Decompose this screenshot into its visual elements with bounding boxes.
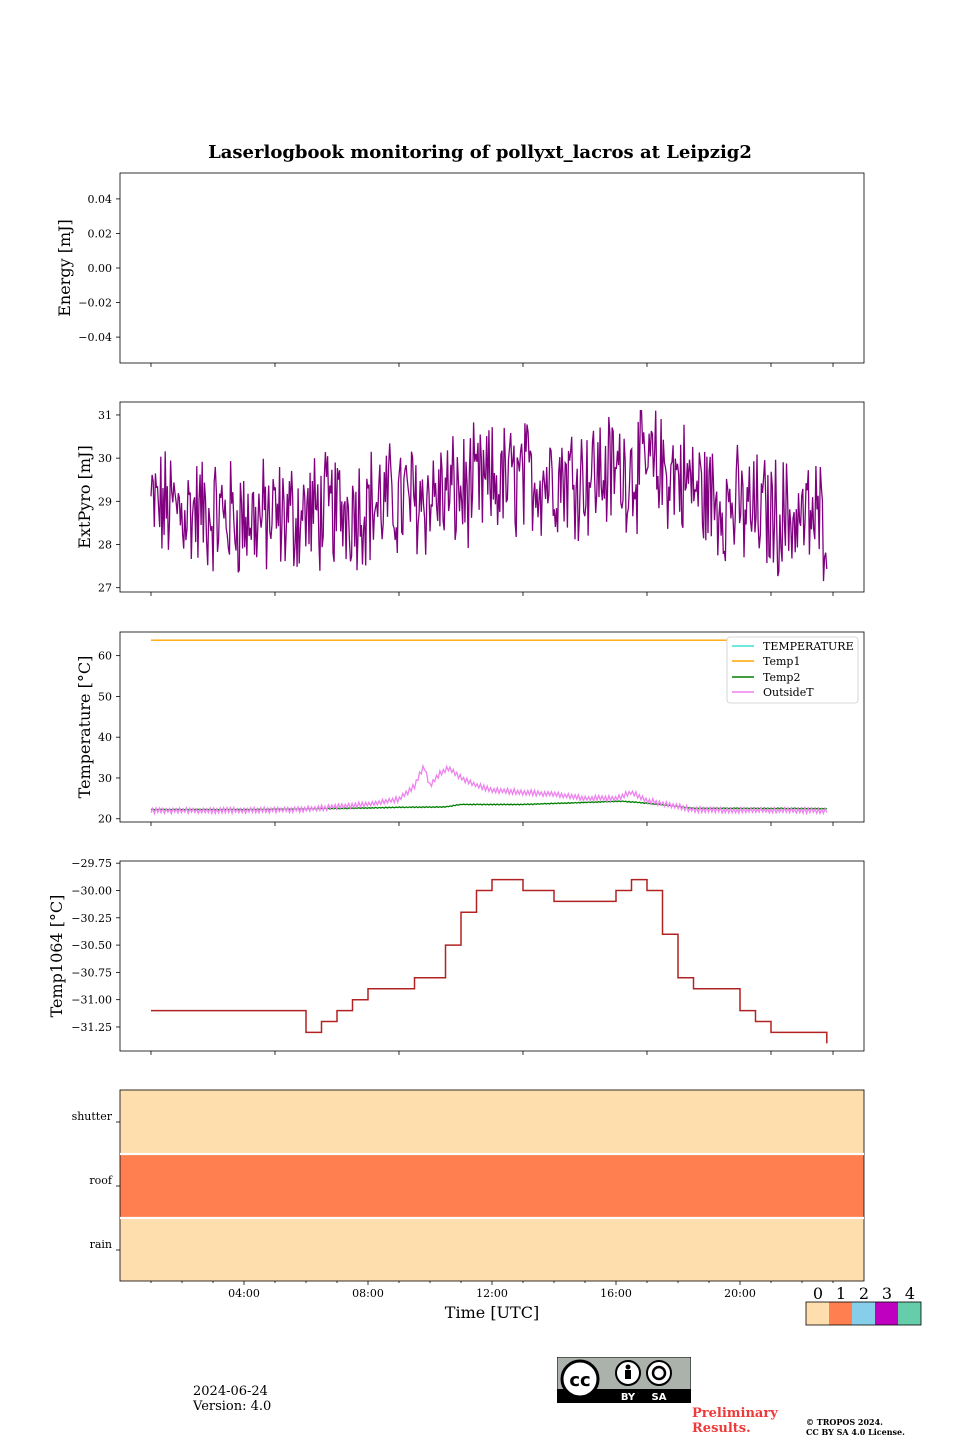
y-tick-label: −31.25 <box>71 1021 112 1034</box>
y-tick-label: 60 <box>98 650 112 663</box>
temperature-y-label: Temperature [°C] <box>75 656 94 799</box>
y-tick-label: 28 <box>98 539 112 552</box>
colorbar-swatch-4 <box>898 1302 921 1325</box>
extpyro-y-label: ExtPyro [mJ] <box>75 445 94 548</box>
temperature-legend: TEMPERATURE Temp1 Temp2 OutsideT <box>726 636 859 704</box>
y-tick-label: 0.02 <box>88 227 113 240</box>
y-tick-label: 0.04 <box>88 193 113 206</box>
y-tick-label: −29.75 <box>71 857 112 870</box>
preliminary-line-2: Results. <box>692 1421 751 1436</box>
copyright-line-2: CC BY SA 4.0 License. <box>806 1427 905 1437</box>
cc-by-sa-license-icon: cc BY SA <box>557 1357 691 1403</box>
y-tick-label: −30.75 <box>71 966 112 979</box>
y-tick-label: 29 <box>98 495 112 508</box>
row-label-rain: rain <box>90 1238 112 1251</box>
colorbar-label-1: 1 <box>836 1284 846 1303</box>
y-tick-label: −30.00 <box>71 884 112 897</box>
extpyro-x-ticks <box>150 592 834 596</box>
outsidet-series-line <box>150 763 828 816</box>
y-tick-label: 50 <box>98 690 112 703</box>
colorbar-label-2: 2 <box>859 1284 869 1303</box>
energy-y-label: Energy [mJ] <box>55 219 74 317</box>
cc-by-text: BY <box>621 1392 636 1403</box>
footer-date: 2024-06-24 <box>193 1384 268 1399</box>
temperature-y-ticks: 60 50 40 30 20 <box>98 650 120 826</box>
svg-text:cc: cc <box>569 1370 590 1391</box>
energy-panel: 0.04 0.02 0.00 −0.02 −0.04 Energy [mJ] <box>55 172 865 367</box>
row-label-shutter: shutter <box>72 1110 113 1123</box>
temp1064-y-ticks: −29.75 −30.00 −30.25 −30.50 −30.75 −31.00 −31.… <box>71 857 120 1034</box>
flags-panel: shutter roof rain 04:00 08:00 12:00 16:00 20… <box>72 1089 865 1322</box>
x-tick-label: 04:00 <box>228 1287 260 1300</box>
y-tick-label: 31 <box>98 409 112 422</box>
copyright-line-1: © TROPOS 2024. <box>806 1417 883 1427</box>
y-tick-label: 30 <box>98 452 112 465</box>
legend-label-temperature: TEMPERATURE <box>763 640 854 653</box>
colorbar-swatch-3 <box>875 1302 898 1325</box>
y-tick-label: −0.04 <box>78 331 112 344</box>
extpyro-y-ticks: 31 30 29 28 27 <box>98 409 120 595</box>
colorbar-swatch-2 <box>852 1302 875 1325</box>
y-tick-label: 0.00 <box>88 262 113 275</box>
flags-x-ticks: 04:00 08:00 12:00 16:00 20:00 <box>150 1281 834 1300</box>
x-tick-label: 20:00 <box>724 1287 756 1300</box>
legend-label-outsidet: OutsideT <box>763 686 814 699</box>
temp1064-axes-frame <box>119 860 865 1052</box>
cc-sa-text: SA <box>652 1392 667 1403</box>
colorbar-label-0: 0 <box>813 1284 823 1303</box>
x-tick-label: 12:00 <box>476 1287 508 1300</box>
x-tick-label: 16:00 <box>600 1287 632 1300</box>
chart-title: Laserlogbook monitoring of pollyxt_lacro… <box>208 142 752 163</box>
footer-date-version: 2024-06-24 Version: 4.0 <box>193 1384 271 1414</box>
temp1064-x-ticks <box>150 1051 834 1055</box>
temp1064-series-line <box>151 878 828 1044</box>
y-tick-label: 30 <box>98 772 112 785</box>
preliminary-results-note: Preliminary Results. <box>692 1406 778 1436</box>
heatmap-row-rain <box>120 1219 864 1281</box>
y-tick-label: 20 <box>98 813 112 826</box>
colorbar-swatch-1 <box>829 1302 852 1325</box>
x-tick-label: 08:00 <box>352 1287 384 1300</box>
y-tick-label: −30.50 <box>71 939 112 952</box>
energy-y-ticks: 0.04 0.02 0.00 −0.02 −0.04 <box>78 193 120 344</box>
temp1064-panel: −29.75 −30.00 −30.25 −30.50 −30.75 −31.00 −31.… <box>47 857 865 1055</box>
legend-frame <box>726 636 859 704</box>
row-label-roof: roof <box>89 1174 113 1187</box>
preliminary-line-1: Preliminary <box>692 1406 778 1421</box>
footer-version: Version: 4.0 <box>193 1399 272 1414</box>
y-tick-label: 27 <box>98 582 112 595</box>
extpyro-series-line <box>150 409 828 582</box>
energy-x-ticks <box>150 363 834 367</box>
colorbar-label-4: 4 <box>905 1284 915 1303</box>
colorbar-swatch-0 <box>806 1302 829 1325</box>
colorbar-label-3: 3 <box>882 1284 892 1303</box>
copyright-note: © TROPOS 2024. CC BY SA 4.0 License. <box>806 1417 905 1437</box>
y-tick-label: −30.25 <box>71 912 112 925</box>
y-tick-label: −0.02 <box>78 297 112 310</box>
energy-axes-frame <box>119 172 865 364</box>
x-axis-label: Time [UTC] <box>445 1303 539 1322</box>
temperature-panel: 60 50 40 30 20 Temperature [°C] TEMPERATURE … <box>75 631 865 826</box>
colorbar-frame <box>805 1301 922 1326</box>
legend-label-temp2: Temp2 <box>763 671 800 684</box>
y-tick-label: −31.00 <box>71 994 112 1007</box>
temp1064-y-label: Temp1064 [°C] <box>47 895 66 1018</box>
colorbar: 0 1 2 3 4 <box>805 1284 922 1326</box>
heatmap-row-shutter <box>120 1090 864 1153</box>
extpyro-panel: 31 30 29 28 27 ExtPyro [mJ] <box>75 401 865 596</box>
legend-label-temp1: Temp1 <box>763 655 800 668</box>
y-tick-label: 40 <box>98 731 112 744</box>
heatmap-row-roof <box>120 1155 864 1217</box>
temperature-x-ticks <box>150 822 834 826</box>
